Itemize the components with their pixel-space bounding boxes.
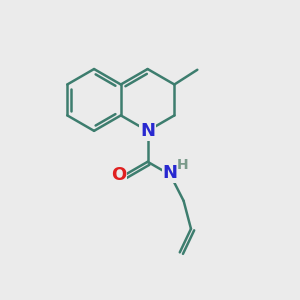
Text: O: O xyxy=(111,166,126,184)
Text: N: N xyxy=(163,164,178,182)
Text: H: H xyxy=(177,158,188,172)
Text: N: N xyxy=(140,122,155,140)
